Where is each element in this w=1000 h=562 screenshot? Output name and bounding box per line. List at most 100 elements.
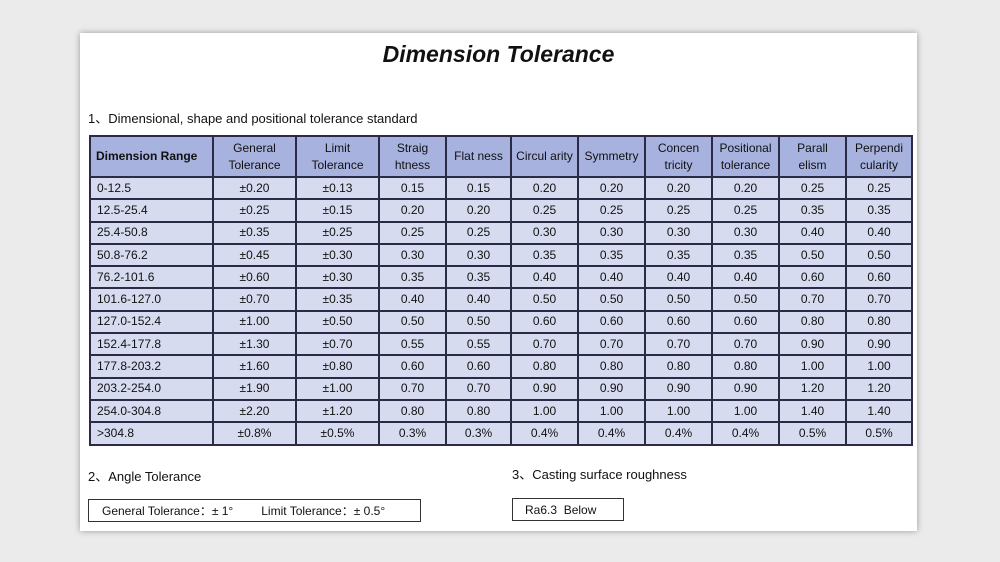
tolerance-cell: 0.60 — [445, 354, 512, 379]
dimension-range-cell: 50.8-76.2 — [89, 242, 214, 268]
tolerance-cell: 0.25 — [445, 220, 512, 245]
tolerance-cell: 0.20 — [644, 175, 713, 201]
section-heading-surface-roughness: 3、Casting surface roughness — [512, 467, 687, 482]
dimension-range-cell: 12.5-25.4 — [89, 198, 214, 223]
tolerance-cell: 0.50 — [644, 287, 713, 312]
tolerance-cell: 0.35 — [778, 198, 847, 223]
table-row: 152.4-177.8 ±1.30 ±0.70 0.55 0.55 0.70 0.70 0.7… — [89, 332, 913, 357]
tolerance-cell: 0.20 — [577, 175, 646, 201]
tolerance-cell: 0.3% — [445, 421, 512, 446]
tolerance-cell: 0.25 — [510, 198, 579, 223]
tolerance-cell: 0.60 — [577, 309, 646, 335]
tolerance-cell: ±0.60 — [212, 265, 297, 290]
tolerance-cell: 0.50 — [445, 309, 512, 335]
tolerance-cell: 0.60 — [711, 309, 780, 335]
tolerance-cell: ±1.30 — [212, 332, 297, 357]
tolerance-cell: 0.35 — [510, 242, 579, 268]
tolerance-cell: 0.60 — [644, 309, 713, 335]
tolerance-cell: 0.80 — [778, 309, 847, 335]
tolerance-cell: 0.90 — [644, 376, 713, 401]
tolerance-cell: ±0.15 — [295, 198, 380, 223]
tolerance-cell: ±0.70 — [295, 332, 380, 357]
column-header: Perpendi cularity — [845, 135, 913, 178]
table-row: 101.6-127.0 ±0.70 ±0.35 0.40 0.40 0.50 0.50 0.5… — [89, 287, 913, 312]
tolerance-cell: ±0.25 — [212, 198, 297, 223]
tolerance-cell: 1.40 — [845, 398, 913, 424]
tolerance-cell: 0.4% — [644, 421, 713, 446]
tolerance-cell: 0.35 — [378, 265, 447, 290]
tolerance-cell: ±1.90 — [212, 376, 297, 401]
table-row: 25.4-50.8 ±0.35 ±0.25 0.25 0.25 0.30 0.30 0.30 0… — [89, 220, 913, 245]
tolerance-cell: 0.60 — [510, 309, 579, 335]
table-row: 0-12.5 ±0.20 ±0.13 0.15 0.15 0.20 0.20 0.20 0.20… — [89, 175, 913, 201]
tolerance-cell: 0.4% — [711, 421, 780, 446]
tolerance-cell: ±0.13 — [295, 175, 380, 201]
tolerance-cell: 0.5% — [778, 421, 847, 446]
tolerance-cell: 0.35 — [577, 242, 646, 268]
tolerance-cell: ±1.00 — [295, 376, 380, 401]
section-heading-tolerance-standard: 1、Dimensional, shape and positional tole… — [88, 111, 418, 126]
tolerance-cell: 0.35 — [845, 198, 913, 223]
tolerance-cell: 0.40 — [845, 220, 913, 245]
roughness-box: Ra6.3 Below — [512, 498, 624, 521]
tolerance-cell: 0.30 — [445, 242, 512, 268]
column-header: Dimension Range — [89, 135, 214, 178]
tolerance-cell: 0.20 — [711, 175, 780, 201]
tolerance-cell: ±0.35 — [295, 287, 380, 312]
tolerance-cell: ±1.20 — [295, 398, 380, 424]
tolerance-cell: ±1.00 — [212, 309, 297, 335]
dimension-range-cell: 177.8-203.2 — [89, 354, 214, 379]
tolerance-cell: ±0.70 — [212, 287, 297, 312]
angle-tolerance-box: General Tolerance：± 1° Limit Tolerance：±… — [88, 499, 421, 522]
table-row: >304.8 ±0.8% ±0.5% 0.3% 0.3% 0.4% 0.4% 0.4% 0.4%… — [89, 421, 913, 446]
tolerance-cell: 0.50 — [510, 287, 579, 312]
dimension-range-cell: 254.0-304.8 — [89, 398, 214, 424]
tolerance-cell: 1.00 — [510, 398, 579, 424]
document-sheet: Dimension Tolerance 1、Dimensional, shape… — [80, 33, 917, 531]
tolerance-cell: 0.70 — [711, 332, 780, 357]
tolerance-cell: 0.30 — [378, 242, 447, 268]
tolerance-cell: 0.40 — [711, 265, 780, 290]
tolerance-cell: 0.40 — [778, 220, 847, 245]
table-row: 50.8-76.2 ±0.45 ±0.30 0.30 0.30 0.35 0.35 0.35 0… — [89, 242, 913, 268]
tolerance-cell: ±0.30 — [295, 265, 380, 290]
tolerance-cell: 0.70 — [577, 332, 646, 357]
tolerance-cell: 0.60 — [778, 265, 847, 290]
tolerance-cell: 0.35 — [711, 242, 780, 268]
tolerance-cell: 0.30 — [577, 220, 646, 245]
tolerance-cell: 0.20 — [510, 175, 579, 201]
tolerance-cell: 0.80 — [510, 354, 579, 379]
tolerance-cell: 0.70 — [510, 332, 579, 357]
tolerance-cell: 0.80 — [445, 398, 512, 424]
tolerance-cell: 0.80 — [711, 354, 780, 379]
tolerance-cell: 0.35 — [644, 242, 713, 268]
tolerance-cell: 0.25 — [845, 175, 913, 201]
column-header: Limit Tolerance — [295, 135, 380, 178]
table-header-row: Dimension Range General Tolerance Limit To… — [89, 135, 913, 178]
tolerance-cell: 0.40 — [378, 287, 447, 312]
tolerance-cell: 0.15 — [445, 175, 512, 201]
tolerance-cell: 0.30 — [510, 220, 579, 245]
roughness-value: Ra6.3 Below — [525, 502, 597, 517]
tolerance-cell: 0.25 — [711, 198, 780, 223]
tolerance-table: Dimension Range General Tolerance Limit To… — [89, 135, 913, 446]
tolerance-cell: 1.20 — [778, 376, 847, 401]
tolerance-cell: 0.70 — [378, 376, 447, 401]
tolerance-cell: 0.25 — [644, 198, 713, 223]
tolerance-cell: 0.90 — [711, 376, 780, 401]
tolerance-cell: ±0.30 — [295, 242, 380, 268]
tolerance-cell: ±0.8% — [212, 421, 297, 446]
tolerance-cell: 1.20 — [845, 376, 913, 401]
tolerance-cell: 0.25 — [577, 198, 646, 223]
table-row: 76.2-101.6 ±0.60 ±0.30 0.35 0.35 0.40 0.40 0.40… — [89, 265, 913, 290]
tolerance-cell: ±2.20 — [212, 398, 297, 424]
tolerance-cell: 0.50 — [778, 242, 847, 268]
tolerance-cell: 0.55 — [445, 332, 512, 357]
tolerance-cell: 1.00 — [644, 398, 713, 424]
tolerance-cell: 0.80 — [845, 309, 913, 335]
tolerance-cell: 0.70 — [778, 287, 847, 312]
tolerance-cell: 1.00 — [577, 398, 646, 424]
table-row: 177.8-203.2 ±1.60 ±0.80 0.60 0.60 0.80 0.80 0.8… — [89, 354, 913, 379]
tolerance-cell: 0.70 — [445, 376, 512, 401]
tolerance-cell: ±0.80 — [295, 354, 380, 379]
